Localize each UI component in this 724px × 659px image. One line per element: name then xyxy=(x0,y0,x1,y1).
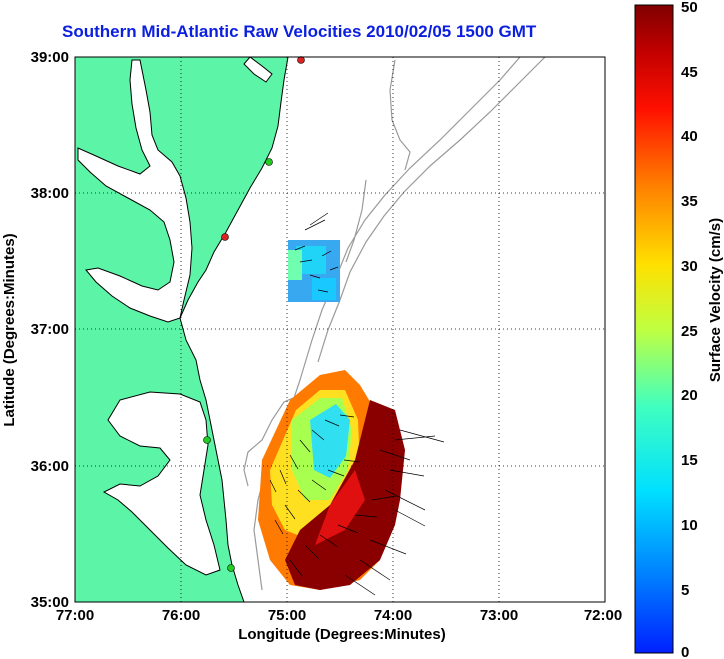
y-tick-label: 38:00 xyxy=(31,185,69,202)
y-tick-label: 39:00 xyxy=(31,49,69,66)
x-tick-label: 75:00 xyxy=(268,607,306,624)
y-axis-label: Latitude (Degrees:Minutes) xyxy=(1,233,18,426)
y-tick-label: 37:00 xyxy=(31,321,69,338)
y-tick-label: 36:00 xyxy=(31,458,69,475)
y-axis: 39:00 38:00 37:00 36:00 35:00 Latitude (… xyxy=(1,49,69,611)
colorbar-tick-label: 20 xyxy=(681,387,698,404)
plot-title: Southern Mid-Atlantic Raw Velocities 201… xyxy=(62,22,537,41)
station-marker xyxy=(297,56,305,64)
velocity-field-north xyxy=(288,240,340,302)
colorbar-gradient xyxy=(634,4,674,654)
colorbar-tick-label: 50 xyxy=(681,0,698,16)
colorbar-tick-label: 35 xyxy=(681,193,698,210)
grid-lines xyxy=(75,57,605,602)
radar-stations xyxy=(203,56,305,572)
colorbar-tick-label: 5 xyxy=(681,582,689,599)
x-tick-label: 77:00 xyxy=(56,607,94,624)
chesapeake-bay xyxy=(77,59,193,323)
x-axis-label: Longitude (Degrees:Minutes) xyxy=(238,626,446,643)
colorbar-label: Surface Velocity (cm/s) xyxy=(707,218,724,382)
velocity-vectors xyxy=(269,212,445,596)
x-tick-label: 72:00 xyxy=(584,607,622,624)
x-tick-label: 76:00 xyxy=(162,607,200,624)
pamlico-sound xyxy=(102,391,221,576)
colorbar-tick-label: 25 xyxy=(681,323,698,340)
x-axis: 77:00 76:00 75:00 74:00 73:00 72:00 Long… xyxy=(56,607,622,643)
station-marker xyxy=(203,436,211,444)
plot-frame xyxy=(74,56,606,603)
velocity-field-south xyxy=(258,370,405,590)
x-tick-label: 73:00 xyxy=(480,607,518,624)
colorbar-tick-label: 30 xyxy=(681,258,698,275)
colorbar: 50 45 40 35 30 25 20 15 10 5 0 Surface V… xyxy=(634,0,724,659)
x-tick-label: 74:00 xyxy=(374,607,412,624)
station-marker xyxy=(265,158,273,166)
colorbar-tick-label: 40 xyxy=(681,128,698,145)
delaware-bay xyxy=(243,57,273,83)
colorbar-tick-label: 15 xyxy=(681,452,698,469)
y-tick-label: 35:00 xyxy=(31,594,69,611)
colorbar-tick-label: 10 xyxy=(681,517,698,534)
colorbar-tick-label: 0 xyxy=(681,644,689,659)
station-marker xyxy=(227,564,235,572)
station-marker xyxy=(221,233,229,241)
colorbar-tick-label: 45 xyxy=(681,64,698,81)
bathymetry-contours xyxy=(243,57,546,591)
